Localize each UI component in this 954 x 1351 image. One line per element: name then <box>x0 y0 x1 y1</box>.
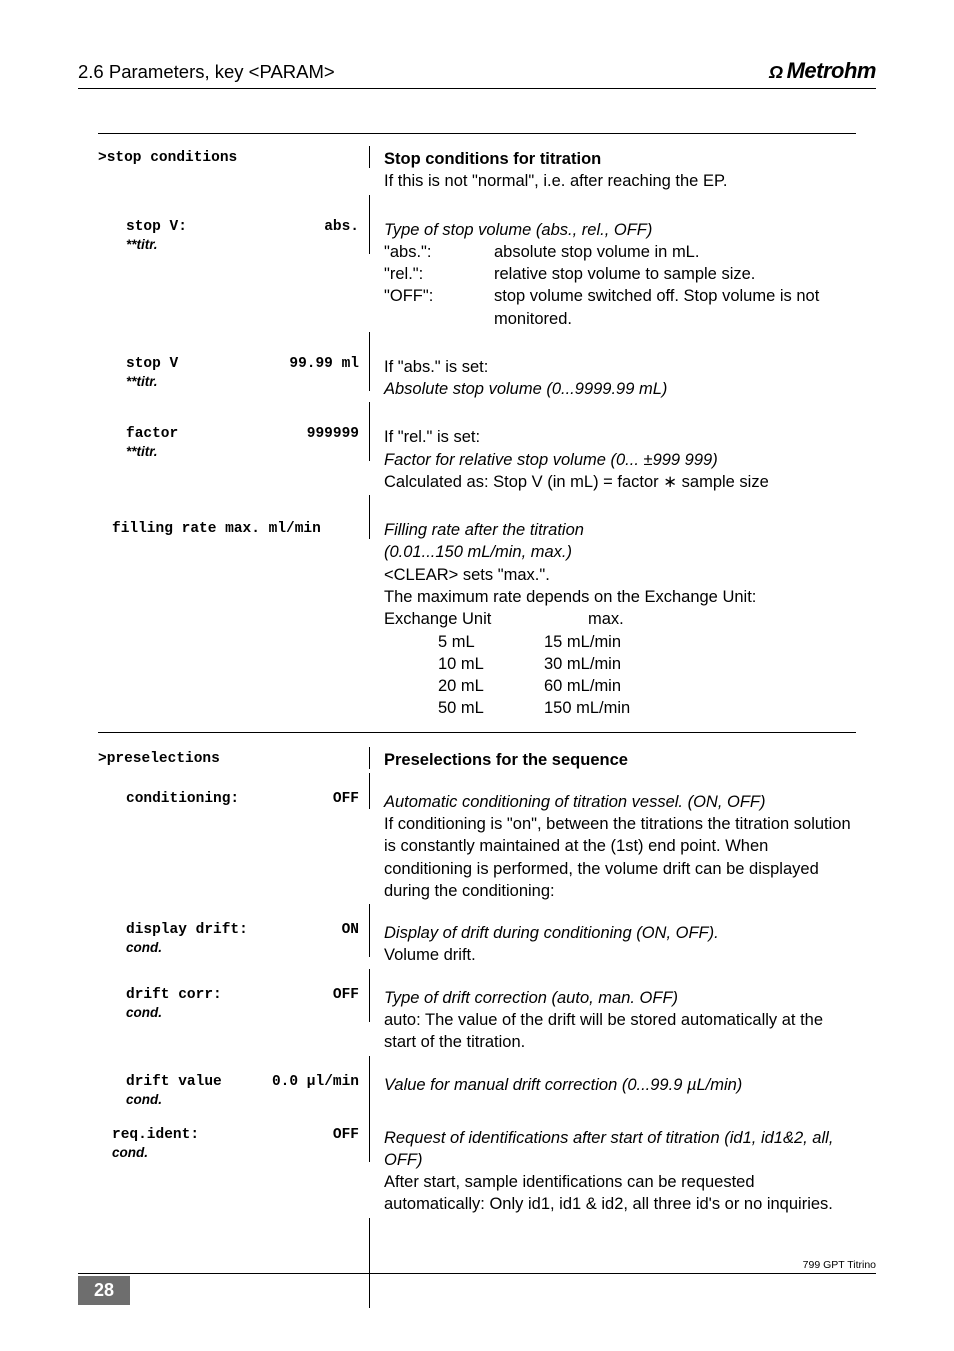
factor-note: **titr. <box>126 444 359 459</box>
filling-r0c1: 5 mL <box>384 631 544 653</box>
factor-calc: Calculated as: Stop V (in mL) = factor ∗… <box>384 471 856 493</box>
doc-label: 799 GPT Titrino <box>803 1259 876 1271</box>
drift-value-desc-it: Value for manual drift correction (0...9… <box>384 1074 856 1096</box>
page-footer: 799 GPT Titrino 28 <box>78 1273 876 1305</box>
conditioning-label: conditioning: <box>126 791 239 807</box>
display-drift-desc-rest: Volume drift. <box>384 944 856 966</box>
stop-v-abs-value: 99.99 ml <box>289 356 359 372</box>
req-ident-desc-rest: After start, sample identifications can … <box>384 1171 856 1216</box>
preselections-title: Preselections for the sequence <box>384 749 856 771</box>
stop-v-type-label: stop V: <box>126 219 187 235</box>
stop-v-abs-pre: If "abs." is set: <box>384 356 856 378</box>
drift-corr-note: cond. <box>126 1005 359 1020</box>
stop-v-type-note: **titr. <box>126 237 359 252</box>
stop-v-type-v0: absolute stop volume in mL. <box>494 241 856 263</box>
filling-r2c2: 60 mL/min <box>544 675 856 697</box>
conditioning-value: OFF <box>333 791 359 807</box>
display-drift-note: cond. <box>126 940 359 955</box>
stop-conditions-title: Stop conditions for titration <box>384 148 856 170</box>
factor-value: 999999 <box>307 426 359 442</box>
conditioning-desc-it: Automatic conditioning of titration vess… <box>384 791 856 813</box>
drift-value-value: 0.0 µl/min <box>272 1074 359 1090</box>
rule-mid <box>98 732 856 733</box>
drift-corr-desc-it: Type of drift correction (auto, man. OFF… <box>384 987 856 1009</box>
filling-r1c1: 10 mL <box>384 653 544 675</box>
filling-r1c2: 30 mL/min <box>544 653 856 675</box>
brand-icon: Ω <box>769 62 783 83</box>
req-ident-label: req.ident: <box>112 1127 199 1143</box>
rule-top <box>98 133 856 134</box>
drift-corr-value: OFF <box>333 987 359 1003</box>
stop-v-type-value: abs. <box>324 219 359 235</box>
stop-conditions-subtitle: If this is not "normal", i.e. after reac… <box>384 170 856 192</box>
factor-label: factor <box>126 426 178 442</box>
drift-corr-desc-rest: auto: The value of the drift will be sto… <box>384 1009 856 1054</box>
factor-pre: If "rel." is set: <box>384 426 856 448</box>
section-title: 2.6 Parameters, key <PARAM> <box>78 61 335 83</box>
drift-corr-label: drift corr: <box>126 987 222 1003</box>
stop-v-type-v1: relative stop volume to sample size. <box>494 263 856 285</box>
filling-r0c2: 15 mL/min <box>544 631 856 653</box>
filling-clear: <CLEAR> sets "max.". <box>384 564 856 586</box>
filling-range: (0.01...150 mL/min, max.) <box>384 541 856 563</box>
drift-value-note: cond. <box>126 1092 359 1107</box>
display-drift-value: ON <box>342 922 359 938</box>
stop-v-type-desc: Type of stop volume (abs., rel., OFF) <box>384 219 856 241</box>
factor-desc: Factor for relative stop volume (0... ±9… <box>384 449 856 471</box>
stop-v-type-v2: stop volume switched off. Stop volume is… <box>494 285 856 330</box>
filling-maxline: The maximum rate depends on the Exchange… <box>384 586 856 608</box>
filling-label: filling rate max. ml/min <box>112 521 321 537</box>
stop-v-abs-desc: Absolute stop volume (0...9999.99 mL) <box>384 378 856 400</box>
stop-v-type-k2: "OFF": <box>384 285 494 330</box>
filling-table-h1: Exchange Unit <box>384 608 544 630</box>
req-ident-desc-it: Request of identifications after start o… <box>384 1127 856 1172</box>
stop-v-abs-note: **titr. <box>126 374 359 389</box>
brand-logo: Ω Metrohm <box>769 58 876 84</box>
filling-r3c2: 150 mL/min <box>544 697 856 719</box>
stop-v-abs-label: stop V <box>126 356 178 372</box>
req-ident-value: OFF <box>333 1127 359 1143</box>
drift-value-label: drift value <box>126 1074 222 1090</box>
brand-text: Metrohm <box>787 58 876 84</box>
display-drift-label: display drift: <box>126 922 248 938</box>
stop-v-type-k0: "abs.": <box>384 241 494 263</box>
page-number: 28 <box>78 1276 130 1305</box>
stop-conditions-heading-mono: >stop conditions <box>98 150 237 166</box>
conditioning-desc-rest: If conditioning is "on", between the tit… <box>384 813 856 902</box>
display-drift-desc-it: Display of drift during conditioning (ON… <box>384 922 856 944</box>
filling-desc: Filling rate after the titration <box>384 519 856 541</box>
stop-v-type-k1: "rel.": <box>384 263 494 285</box>
req-ident-note: cond. <box>112 1145 359 1160</box>
filling-r2c1: 20 mL <box>384 675 544 697</box>
preselections-heading-mono: >preselections <box>98 751 220 767</box>
filling-r3c1: 50 mL <box>384 697 544 719</box>
filling-table-h2: max. <box>544 608 856 630</box>
